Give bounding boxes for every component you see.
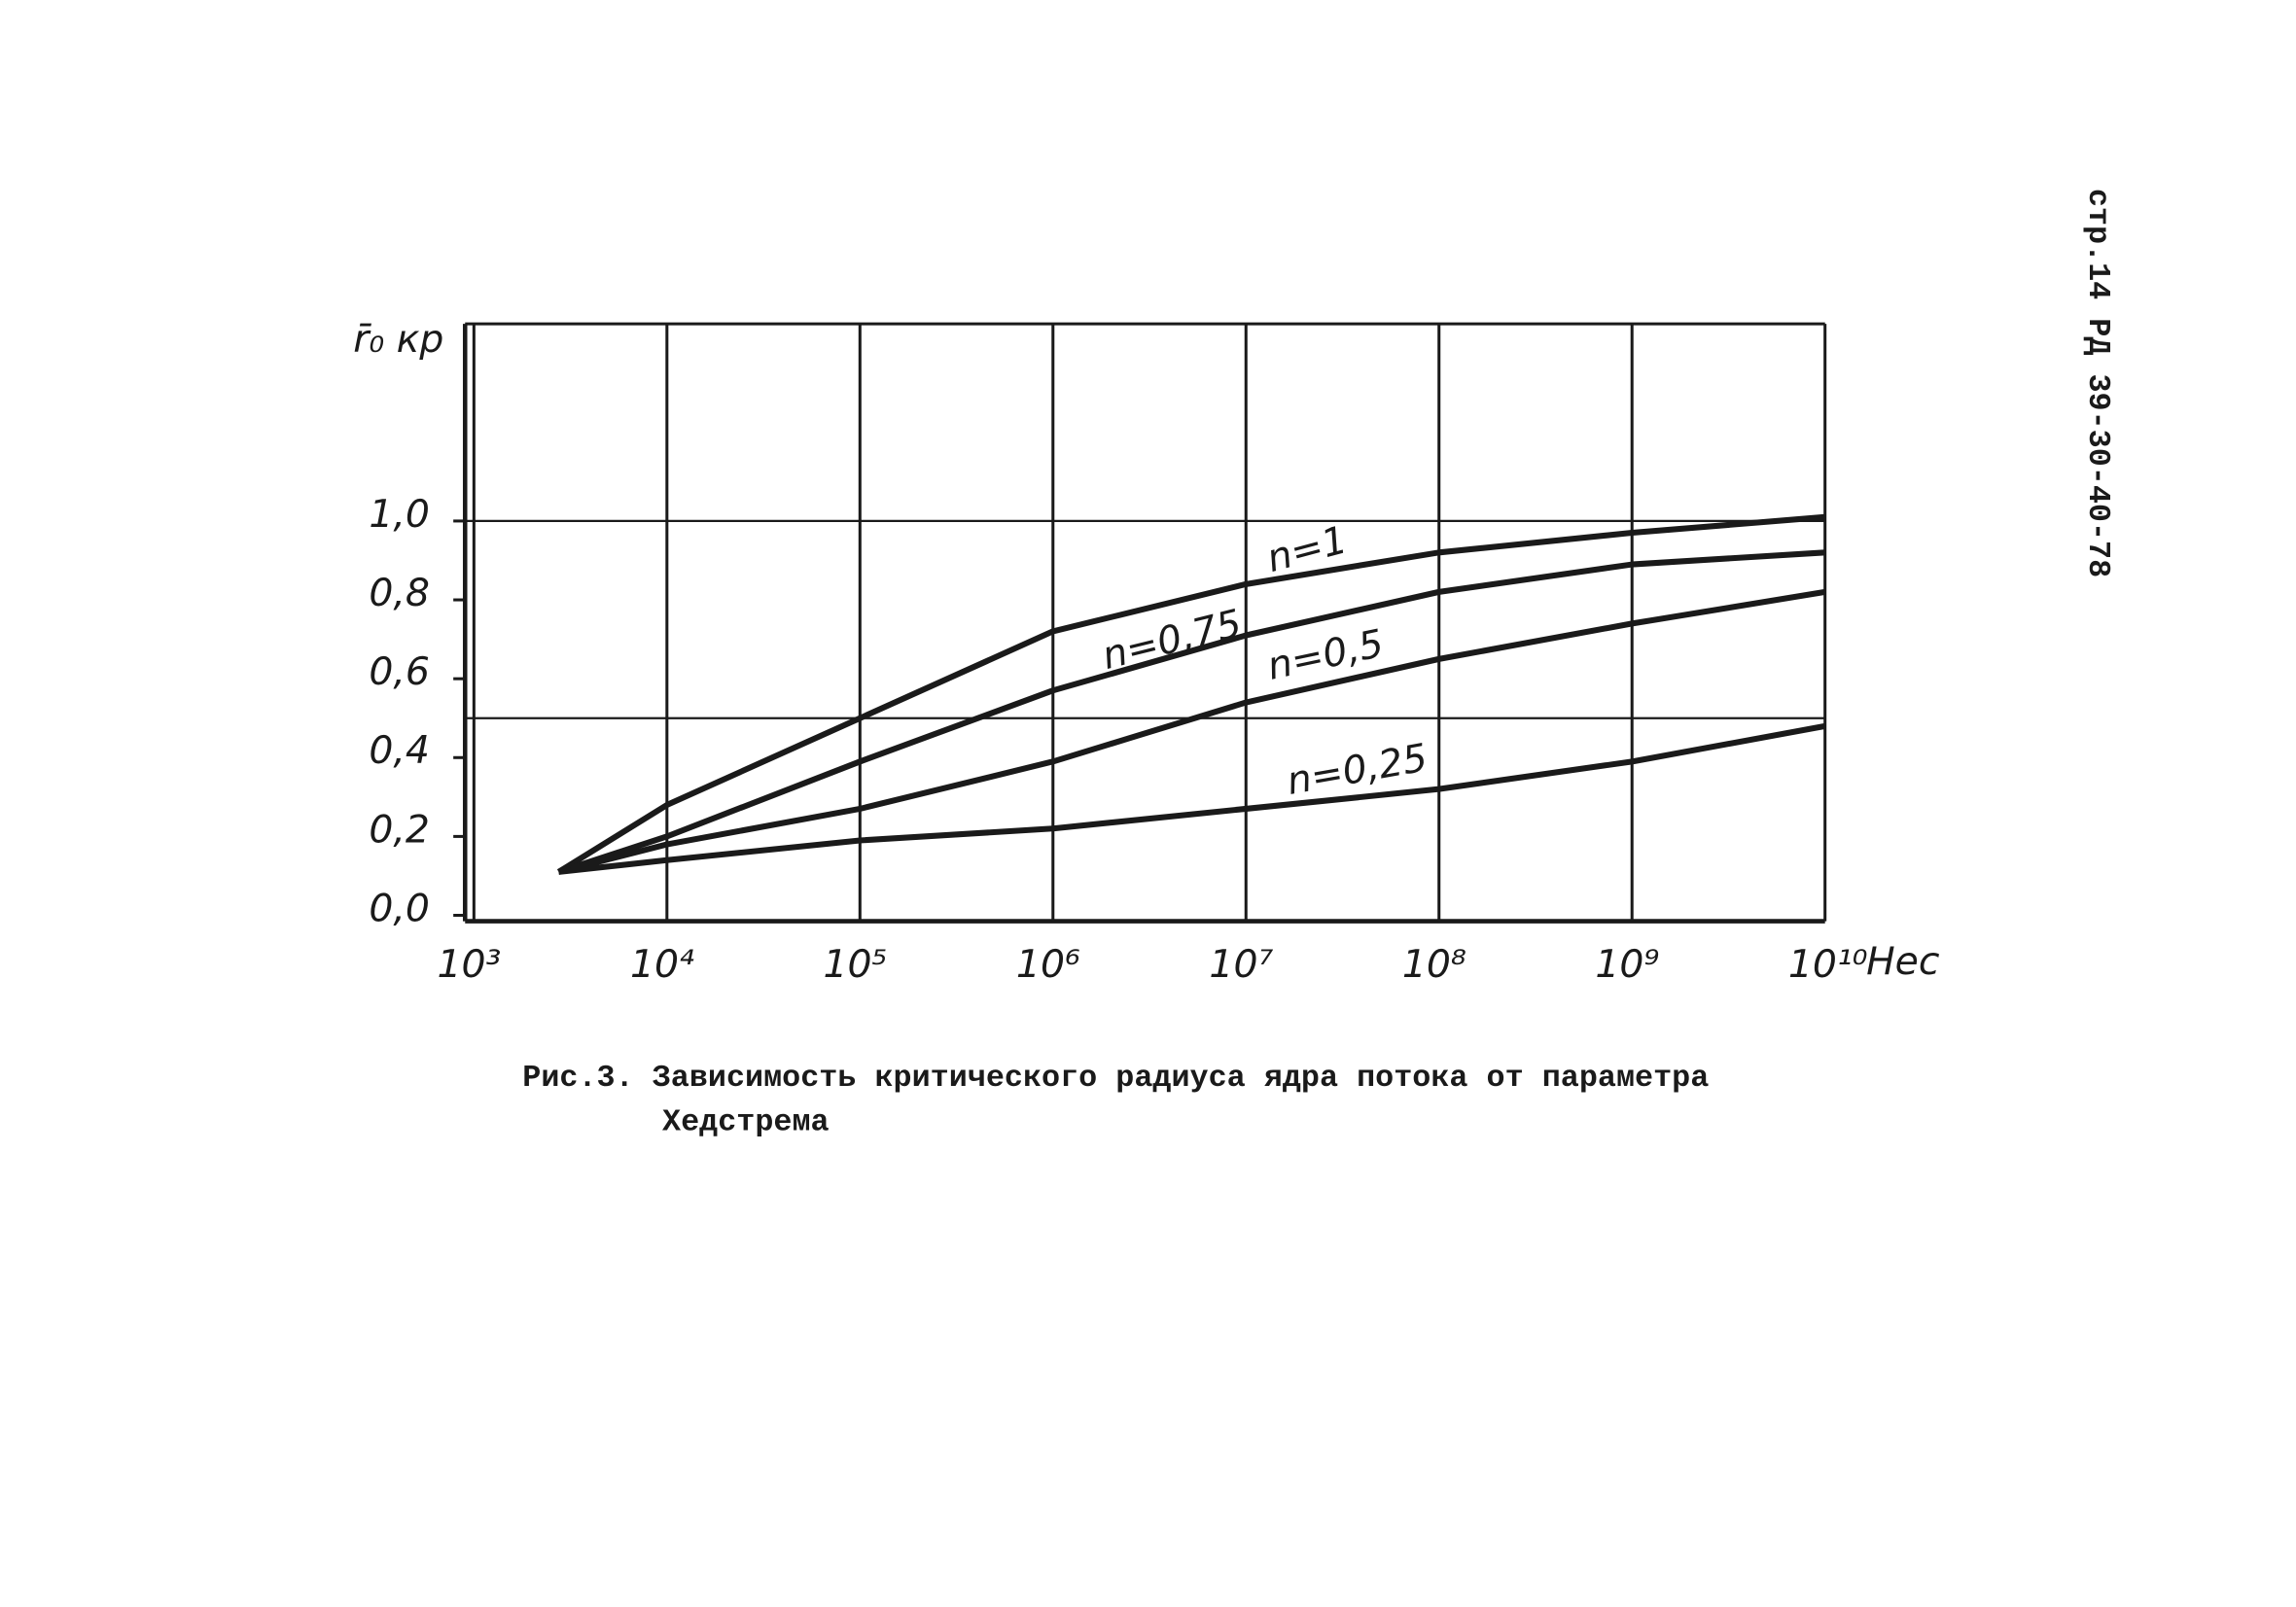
x-axis-label: Нес [1866, 939, 1940, 984]
curve [557, 588, 1826, 875]
x-tick-label: 10⁵ [823, 942, 887, 987]
y-tick-label: 0,0 [369, 886, 430, 930]
x-tick-label: 10⁸ [1402, 942, 1466, 987]
y-axis-label: r̄₀ кр [353, 317, 443, 362]
x-tick-label: 10³ [437, 942, 501, 987]
x-tick-label: 10⁷ [1209, 942, 1273, 987]
x-tick-label: 10⁶ [1016, 942, 1080, 987]
x-tick-label: 10¹⁰ [1788, 942, 1868, 987]
curve [557, 549, 1825, 875]
curve [558, 722, 1826, 875]
caption-line: Рис.3. Зависимость критического радиуса … [522, 1061, 1709, 1096]
y-tick-label: 1,0 [369, 492, 430, 537]
y-tick-label: 0,2 [369, 807, 430, 852]
page-reference: стр.14 РД 39-30-40-78 [2080, 189, 2115, 577]
curve [556, 513, 1825, 875]
y-tick-label: 0,8 [369, 571, 430, 615]
caption-line: Хедстрема [662, 1104, 830, 1139]
y-tick-label: 0,6 [369, 649, 430, 694]
x-tick-label: 10⁴ [630, 942, 694, 987]
x-tick-label: 10⁹ [1595, 942, 1659, 987]
y-tick-label: 0,4 [369, 728, 430, 773]
